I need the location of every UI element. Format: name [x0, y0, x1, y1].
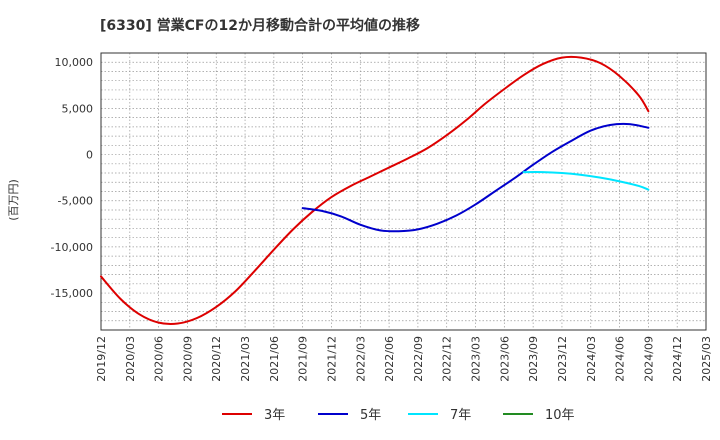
y-tick-label: 10,000 [55, 56, 94, 69]
legend-label: 7年 [450, 408, 471, 423]
x-tick-label: 2019/12 [95, 336, 108, 382]
x-tick-label: 2022/03 [354, 336, 367, 382]
x-tick-label: 2021/09 [297, 336, 310, 382]
legend: 3年 5年 7年 10年 [222, 408, 575, 423]
x-tick-label: 2024/12 [671, 336, 684, 382]
legend-label: 3年 [264, 408, 285, 423]
series-lines [100, 55, 650, 325]
x-tick-label: 2023/06 [498, 336, 511, 382]
x-tick-label: 2020/12 [210, 336, 223, 382]
y-tick-label: -5,000 [58, 195, 93, 208]
x-tick-labels: 2019/12 2020/03 2020/06 2020/09 2020/12 2021/… [95, 336, 713, 382]
x-tick-label: 2024/06 [614, 336, 627, 382]
x-tick-label: 2020/06 [153, 336, 166, 382]
legend-label: 10年 [545, 408, 575, 423]
grid [100, 52, 707, 331]
y-tick-label: 0 [86, 149, 93, 162]
legend-label: 5年 [360, 408, 381, 423]
plot-frame [100, 52, 707, 331]
x-tick-label: 2021/12 [325, 336, 338, 382]
x-tick-label: 2023/12 [556, 336, 569, 382]
x-tick-label: 2021/03 [239, 336, 252, 382]
x-tick-label: 2024/09 [642, 336, 655, 382]
x-tick-label: 2023/09 [527, 336, 540, 382]
y-tick-label: -10,000 [51, 241, 93, 254]
x-tick-label: 2021/06 [268, 336, 281, 382]
x-tick-label: 2022/06 [383, 336, 396, 382]
x-tick-label: 2022/09 [412, 336, 425, 382]
x-tick-label: 2024/03 [585, 336, 598, 382]
y-tick-label: -15,000 [51, 287, 93, 300]
series-line-7年 [522, 171, 650, 191]
x-tick-label: 2022/12 [441, 336, 454, 382]
y-axis-label: (百万円) [7, 179, 20, 221]
x-tick-label: 2025/03 [700, 336, 713, 382]
series-line-3年 [100, 55, 650, 325]
series-line-5年 [301, 122, 650, 233]
x-tick-label: 2020/09 [181, 336, 194, 382]
y-tick-labels: 10,000 5,000 0 -5,000 -10,000 -15,000 [51, 56, 93, 300]
chart-title: [6330] 営業CFの12か月移動合計の平均値の推移 [100, 17, 420, 34]
x-tick-label: 2023/03 [470, 336, 483, 382]
x-tick-label: 2020/03 [124, 336, 137, 382]
y-tick-label: 5,000 [62, 102, 94, 115]
